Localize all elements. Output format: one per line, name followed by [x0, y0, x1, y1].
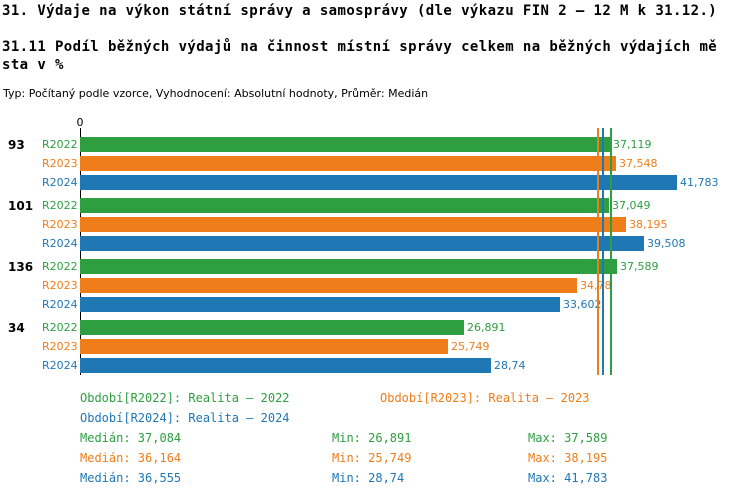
bar-track: 25,749: [80, 339, 750, 354]
bar-track: 33,602: [80, 297, 750, 312]
bar-row: R2023 37,548: [0, 154, 750, 173]
series-label: R2022: [42, 321, 78, 334]
bar-value-label: 25,749: [451, 340, 490, 353]
bar-r2024: [80, 236, 644, 251]
bar-track: 34,78: [80, 278, 750, 293]
category-label: 93: [8, 137, 25, 152]
series-label: R2024: [42, 298, 78, 311]
bar-track: 37,049: [80, 198, 750, 213]
bar-value-label: 33,602: [563, 298, 602, 311]
stat-max-r2024: Max: 41,783: [528, 471, 608, 485]
bar-value-label: 28,74: [494, 359, 526, 372]
bar-value-label: 37,589: [620, 260, 659, 273]
y-axis-line: [80, 128, 81, 375]
bar-value-label: 37,119: [613, 138, 652, 151]
bar-r2024: [80, 358, 491, 373]
bar-plot-area: 93 R2022 37,119 R2023 37,548 R2024 41,783 101 R2…: [0, 130, 750, 379]
bar-group: 93 R2022 37,119 R2023 37,548 R2024 41,783: [0, 135, 750, 192]
stat-max-r2022: Max: 37,589: [528, 431, 608, 445]
chart-meta-line: Typ: Počítaný podle vzorce, Vyhodnocení:…: [3, 87, 429, 100]
bar-r2022: [80, 137, 610, 152]
series-label: R2023: [42, 157, 78, 170]
stat-max-r2023: Max: 38,195: [528, 451, 608, 465]
bar-track: 28,74: [80, 358, 750, 373]
series-label: R2023: [42, 340, 78, 353]
bar-group: 136 R2022 37,589 R2023 34,78 R2024 33,602: [0, 257, 750, 314]
bar-r2022: [80, 259, 617, 274]
bar-track: 26,891: [80, 320, 750, 335]
chart-subtitle-line1: 31.11 Podíl běžných výdajů na činnost mí…: [2, 39, 718, 55]
series-label: R2024: [42, 237, 78, 250]
legend-r2023: Období[R2023]: Realita – 2023: [380, 391, 590, 405]
bar-value-label: 26,891: [467, 321, 506, 334]
bar-track: 37,548: [80, 156, 750, 171]
series-label: R2022: [42, 138, 78, 151]
bar-row: R2024 33,602: [0, 295, 750, 314]
series-label: R2022: [42, 199, 78, 212]
bar-row: 136 R2022 37,589: [0, 257, 750, 276]
bar-r2023: [80, 217, 626, 232]
series-label: R2024: [42, 176, 78, 189]
bar-row: R2023 34,78: [0, 276, 750, 295]
bar-r2023: [80, 156, 616, 171]
bar-row: 93 R2022 37,119: [0, 135, 750, 154]
series-label: R2022: [42, 260, 78, 273]
bar-group: 34 R2022 26,891 R2023 25,749 R2024 28,74: [0, 318, 750, 375]
bar-value-label: 34,78: [580, 279, 612, 292]
bar-row: R2024 41,783: [0, 173, 750, 192]
legend-r2022: Období[R2022]: Realita – 2022: [80, 391, 290, 405]
category-label: 34: [8, 320, 25, 335]
bar-row: 34 R2022 26,891: [0, 318, 750, 337]
bar-r2024: [80, 175, 677, 190]
bar-r2024: [80, 297, 560, 312]
stat-median-r2023: Medián: 36,164: [80, 451, 182, 465]
legend-r2024: Období[R2024]: Realita – 2024: [80, 411, 290, 425]
series-label: R2023: [42, 279, 78, 292]
bar-row: R2024 39,508: [0, 234, 750, 253]
bar-track: 38,195: [80, 217, 750, 232]
bar-row: R2024 28,74: [0, 356, 750, 375]
series-label: R2024: [42, 359, 78, 372]
bar-value-label: 39,508: [647, 237, 686, 250]
stat-min-r2024: Min: 28,74: [332, 471, 405, 485]
category-label: 101: [8, 198, 34, 213]
stat-median-r2022: Medián: 37,084: [80, 431, 182, 445]
bar-group: 101 R2022 37,049 R2023 38,195 R2024 39,508: [0, 196, 750, 253]
bar-r2023: [80, 339, 448, 354]
bar-value-label: 38,195: [629, 218, 668, 231]
series-label: R2023: [42, 218, 78, 231]
stat-min-r2023: Min: 25,749: [332, 451, 412, 465]
bar-track: 37,589: [80, 259, 750, 274]
stat-median-r2024: Medián: 36,555: [80, 471, 182, 485]
bar-r2023: [80, 278, 577, 293]
bar-track: 41,783: [80, 175, 750, 190]
stat-min-r2022: Min: 26,891: [332, 431, 412, 445]
bar-track: 39,508: [80, 236, 750, 251]
category-label: 136: [8, 259, 34, 274]
axis-zero-label: 0: [76, 116, 84, 129]
bar-value-label: 41,783: [680, 176, 719, 189]
chart-subtitle-line2: sta v %: [2, 57, 64, 73]
bar-row: R2023 38,195: [0, 215, 750, 234]
chart-title: 31. Výdaje na výkon státní správy a samo…: [2, 3, 718, 19]
bar-r2022: [80, 198, 609, 213]
bar-track: 37,119: [80, 137, 750, 152]
bar-row: R2023 25,749: [0, 337, 750, 356]
bar-row: 101 R2022 37,049: [0, 196, 750, 215]
bar-value-label: 37,049: [612, 199, 651, 212]
bar-r2022: [80, 320, 464, 335]
bar-value-label: 37,548: [619, 157, 658, 170]
